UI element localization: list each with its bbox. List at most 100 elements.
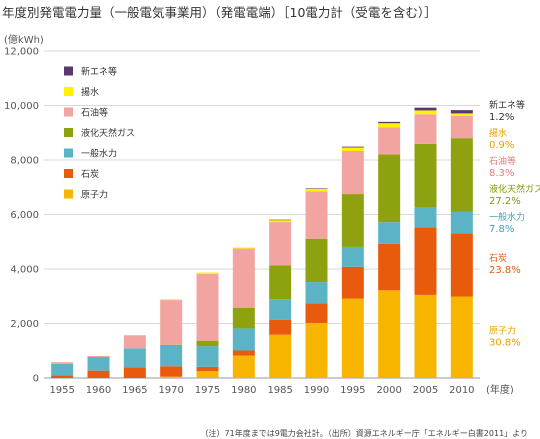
bar-segment <box>341 147 364 152</box>
bar-segment <box>196 371 219 378</box>
bar-segment <box>269 319 292 335</box>
bar-segment <box>305 188 328 192</box>
annotation-label: 揚水 <box>489 127 507 139</box>
x-tick-label: 1970 <box>158 385 183 396</box>
annotation-share: 8.3% <box>489 168 514 179</box>
bar-segment <box>450 110 473 114</box>
bar-segment <box>341 194 364 247</box>
bar-segment <box>232 350 255 356</box>
x-tick-label: 1975 <box>195 385 220 396</box>
bar-segment <box>414 294 437 378</box>
bar-segment <box>232 355 255 378</box>
bar-segment <box>269 265 292 300</box>
legend-swatch <box>64 189 73 199</box>
legend-label: 揚水 <box>81 86 99 98</box>
bar-segment <box>196 272 219 274</box>
bar-segment <box>450 211 473 234</box>
bar-segment <box>378 154 401 223</box>
annotation-share: 0.9% <box>489 140 514 151</box>
axis-layer: 0 2,000 4,000 6,000 8,000 10,000 12,000(億kWh) (… <box>4 33 514 396</box>
bar-segment <box>378 243 401 291</box>
bar-segment <box>160 300 183 345</box>
legend-label: 一般水力 <box>81 148 117 160</box>
bar-segment <box>378 222 401 244</box>
legend-label: 新エネ等 <box>81 66 117 78</box>
bar-segment <box>123 348 146 368</box>
bars-layer <box>51 107 473 378</box>
bar-segment <box>232 307 255 329</box>
bar-segment <box>305 303 328 323</box>
bar-segment <box>450 115 473 139</box>
annotation-label: 新エネ等 <box>489 99 525 111</box>
y-tick-label: 8,000 <box>10 156 39 167</box>
bar-segment <box>51 363 74 376</box>
bar-segment <box>196 346 219 367</box>
y-axis-label: (億kWh) <box>4 33 44 46</box>
bar-segment <box>269 219 292 221</box>
annotation-share: 7.8% <box>489 224 514 235</box>
bar-segment <box>160 366 183 377</box>
bar-segment <box>160 344 183 346</box>
bar-segment <box>414 107 437 111</box>
bar-segment <box>232 247 255 249</box>
bar-segment <box>378 127 401 155</box>
legend-label: 石炭 <box>81 169 99 180</box>
y-tick-label: 4,000 <box>10 265 39 276</box>
y-tick-label: 12,000 <box>4 47 39 58</box>
bar-segment <box>160 376 183 378</box>
bar-segment <box>450 296 473 378</box>
bar-segment <box>414 110 437 115</box>
annotation-share: 30.8% <box>489 337 521 348</box>
y-tick-label: 10,000 <box>4 101 39 112</box>
x-tick-label: 2005 <box>413 385 438 396</box>
legend-swatch <box>64 148 73 158</box>
bar-segment <box>51 375 74 378</box>
bar-segment <box>87 357 110 371</box>
x-tick-label: 1980 <box>231 385 256 396</box>
bar-segment <box>450 138 473 212</box>
x-tick-label: 1965 <box>122 385 147 396</box>
legend-swatch <box>64 87 73 96</box>
annotation-label: 一般水力 <box>489 211 525 223</box>
x-tick-label: 2000 <box>376 385 401 396</box>
bar-segment <box>269 299 292 320</box>
bar-segment <box>196 340 219 347</box>
bar-segment <box>414 227 437 295</box>
bar-segment <box>269 219 292 223</box>
bar-segment <box>123 367 146 378</box>
bar-segment <box>414 207 437 228</box>
bar-segment <box>414 114 437 144</box>
bar-segment <box>160 345 183 367</box>
legend-swatch <box>64 169 73 178</box>
legend-swatch <box>64 128 73 137</box>
bar-segment <box>450 113 473 116</box>
bar-segment <box>123 335 146 349</box>
annotation-label: 石油等 <box>489 155 516 167</box>
bar-segment <box>232 328 255 351</box>
legend-label: 石油等 <box>81 107 108 119</box>
bar-segment <box>305 188 328 189</box>
bar-segment <box>87 370 110 378</box>
legend-swatch <box>64 107 73 117</box>
bar-segment <box>378 121 401 124</box>
bar-segment <box>414 143 437 208</box>
x-tick-label: 1995 <box>340 385 365 396</box>
source-footnote: （注）71年度までは9電力会社計。（出所）資源エネルギー庁「エネルギー白書201… <box>200 429 528 438</box>
bar-segment <box>269 222 292 266</box>
annotation-share: 1.2% <box>489 112 514 123</box>
bar-segment <box>341 151 364 195</box>
bar-segment <box>196 273 219 341</box>
y-tick-label: 6,000 <box>10 210 39 221</box>
annotation-share: 27.2% <box>489 196 521 207</box>
bar-segment <box>378 290 401 378</box>
x-tick-label: 1960 <box>86 385 111 396</box>
annotation-share: 23.8% <box>489 265 521 276</box>
bar-segment <box>305 191 328 239</box>
bar-segment <box>378 123 401 128</box>
x-tick-label: 1990 <box>304 385 329 396</box>
annotation-label: 原子力 <box>489 324 516 336</box>
x-tick-label: 1955 <box>49 385 74 396</box>
